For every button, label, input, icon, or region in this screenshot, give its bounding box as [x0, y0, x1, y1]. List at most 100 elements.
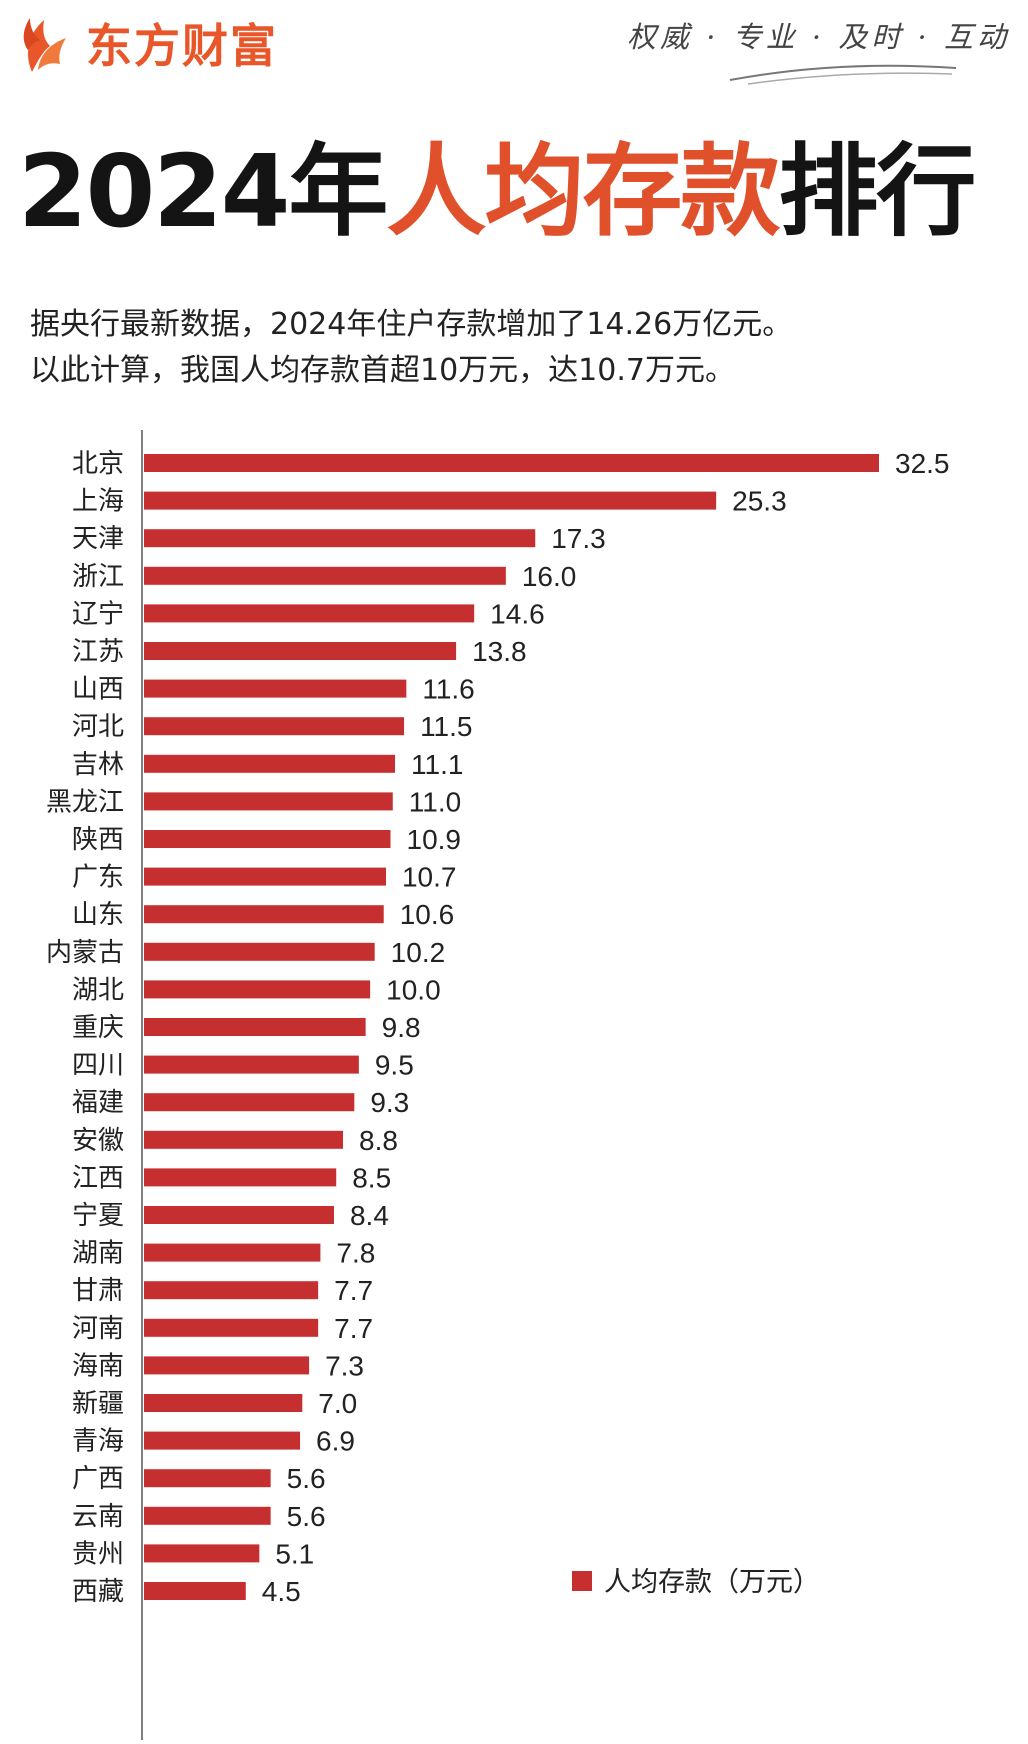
value-label: 4.5 — [262, 1576, 301, 1607]
category-label: 四川 — [72, 1051, 124, 1081]
bar — [144, 1130, 344, 1149]
legend-swatch — [572, 1571, 592, 1591]
category-label: 海南 — [72, 1351, 124, 1381]
bar — [144, 1356, 310, 1375]
value-label: 7.7 — [334, 1275, 373, 1306]
bar — [144, 867, 386, 886]
legend: 人均存款（万元） — [572, 1567, 820, 1598]
bar — [144, 1544, 260, 1563]
value-label: 5.6 — [287, 1463, 326, 1494]
header: 东方财富 权威 · 专业 · 及时 · 互动 — [0, 0, 1028, 110]
category-label: 浙江 — [72, 562, 124, 592]
bar — [144, 1093, 355, 1112]
category-label: 山西 — [72, 675, 124, 705]
description-line-2: 以此计算，我国人均存款首超10万元，达10.7万元。 — [30, 353, 735, 388]
category-label: 贵州 — [72, 1539, 124, 1569]
value-label: 10.6 — [400, 899, 455, 930]
title-highlight: 人均存款 — [386, 133, 780, 250]
description-line-1: 据央行最新数据，2024年住户存款增加了14.26万亿元。 — [30, 307, 793, 342]
bars-group: 北京 32.5 上海 25.3 天津 17.3 浙江 16.0 辽宁 14.6 江苏 13.8 山西 11… — [46, 448, 950, 1607]
category-label: 上海 — [72, 487, 124, 517]
brand-name: 东方财富 — [86, 19, 278, 73]
category-label: 福建 — [72, 1088, 124, 1118]
bar — [144, 1431, 301, 1450]
category-label: 广西 — [72, 1464, 124, 1494]
value-label: 6.9 — [316, 1426, 355, 1457]
bar — [144, 1281, 319, 1300]
value-label: 7.0 — [318, 1388, 357, 1419]
bar — [144, 1243, 321, 1262]
bar — [144, 1318, 319, 1337]
slogan-underline — [729, 64, 957, 85]
value-label: 13.8 — [472, 636, 526, 667]
bar — [144, 905, 384, 924]
bar — [144, 604, 475, 623]
category-label: 青海 — [72, 1427, 124, 1457]
value-label: 14.6 — [490, 598, 544, 629]
value-label: 11.6 — [422, 674, 474, 705]
value-label: 25.3 — [732, 486, 787, 517]
category-label: 陕西 — [72, 825, 124, 855]
bar-chart: 北京 32.5 上海 25.3 天津 17.3 浙江 16.0 辽宁 14.6 江苏 13.8 山西 11… — [46, 430, 950, 1740]
category-label: 甘肃 — [72, 1276, 124, 1306]
value-label: 10.9 — [407, 824, 462, 855]
category-label: 广东 — [72, 863, 124, 893]
category-label: 山东 — [72, 900, 124, 930]
bar — [144, 529, 536, 548]
category-label: 湖北 — [72, 975, 124, 1005]
bar — [144, 1582, 246, 1600]
value-label: 5.1 — [275, 1538, 314, 1569]
bar — [144, 454, 879, 472]
brand-logo-icon — [23, 18, 66, 72]
bar — [144, 942, 375, 961]
category-label: 宁夏 — [72, 1201, 124, 1231]
category-label: 黑龙江 — [46, 787, 124, 817]
value-label: 7.8 — [336, 1238, 375, 1269]
bar — [144, 566, 506, 585]
value-label: 17.3 — [551, 523, 606, 554]
bar — [144, 642, 457, 660]
category-label: 西藏 — [72, 1577, 124, 1607]
category-label: 重庆 — [72, 1013, 124, 1043]
category-label: 北京 — [72, 449, 124, 479]
value-label: 16.0 — [522, 561, 577, 592]
bar — [144, 1206, 334, 1224]
value-label: 10.7 — [402, 862, 457, 893]
description: 据央行最新数据，2024年住户存款增加了14.26万亿元。 以此计算，我国人均存… — [30, 302, 1010, 394]
category-label: 江苏 — [72, 637, 124, 667]
slogan: 权威 · 专业 · 及时 · 互动 — [627, 20, 1010, 54]
title-suffix: 排行 — [778, 133, 976, 250]
brand: 东方财富 — [14, 10, 278, 76]
value-label: 5.6 — [287, 1501, 326, 1532]
value-label: 11.0 — [409, 786, 461, 817]
bar — [144, 1055, 359, 1074]
category-label: 河南 — [72, 1314, 124, 1344]
bar — [144, 491, 717, 510]
value-label: 9.5 — [375, 1050, 414, 1081]
value-label: 11.1 — [411, 749, 463, 780]
category-label: 天津 — [72, 524, 124, 554]
category-label: 安徽 — [72, 1126, 124, 1156]
category-label: 江西 — [72, 1163, 124, 1193]
bar — [144, 830, 391, 848]
value-label: 8.4 — [350, 1200, 389, 1231]
value-label: 11.5 — [420, 711, 472, 742]
value-label: 7.7 — [334, 1313, 373, 1344]
category-label: 湖南 — [72, 1239, 124, 1269]
title-year: 2024年 — [18, 133, 388, 250]
bar — [144, 1469, 271, 1488]
value-label: 9.8 — [382, 1012, 421, 1043]
category-label: 云南 — [72, 1502, 124, 1532]
value-label: 10.0 — [386, 974, 441, 1005]
bar — [144, 1168, 337, 1187]
bar — [144, 717, 405, 736]
bar — [144, 1018, 366, 1036]
value-label: 8.5 — [352, 1162, 391, 1193]
category-label: 内蒙古 — [46, 938, 124, 968]
bar — [144, 679, 407, 698]
bar — [144, 1506, 271, 1525]
category-label: 新疆 — [72, 1389, 124, 1419]
category-label: 吉林 — [72, 750, 124, 780]
page-title: 2024年人均存款排行 — [18, 132, 1018, 252]
category-label: 河北 — [72, 712, 124, 742]
